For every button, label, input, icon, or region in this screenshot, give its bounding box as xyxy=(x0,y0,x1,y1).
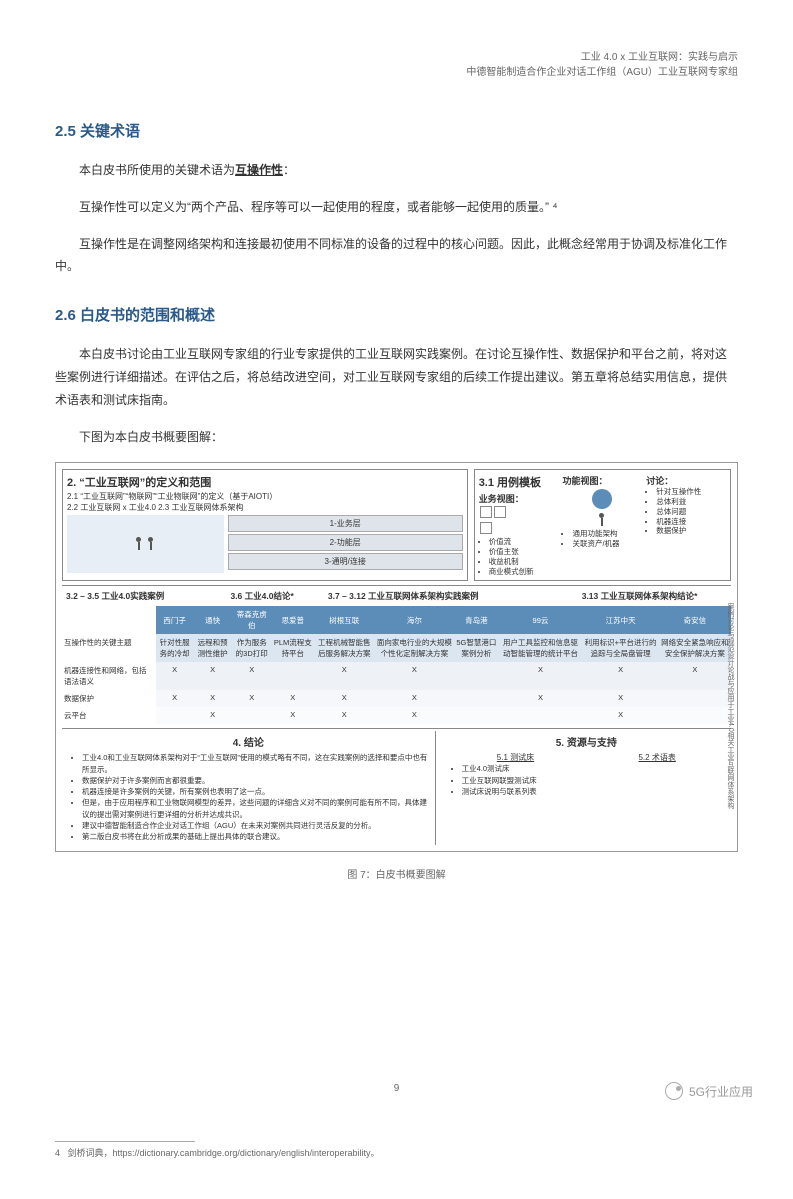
case-matrix-table: 西门子 通快 蒂森克虏伯 思爱普 树根互联 海尔 青岛港 99云 江苏中天 奇安… xyxy=(62,606,731,724)
diagram-venn-icon xyxy=(67,515,224,573)
footnote: 4 剑桥词典，https://dictionary.cambridge.org/… xyxy=(55,1146,738,1159)
para-26-1: 本白皮书讨论由工业互联网专家组的行业专家提供的工业互联网实践案例。在讨论互操作性… xyxy=(55,343,738,411)
person-icon xyxy=(596,513,608,527)
para-25-2: 互操作性可以定义为“两个产品、程序等可以一起使用的程度，或者能够一起使用的质量。… xyxy=(55,196,738,219)
node-icon xyxy=(592,489,612,509)
heading-2-6: 2.6 白皮书的范围和概述 xyxy=(55,304,738,325)
diagram-box-3: 3.1 用例模板 业务视图： 价值流 价值主张 收益机制 商业模式创新 功能视图… xyxy=(474,469,731,581)
layer-bar: 1-业务层 xyxy=(228,515,463,532)
side-note: 案例讨论与规范设计论战与应用于工业4.0相关工业互联网体系架构 xyxy=(725,603,735,809)
diagram-box-4: 4. 结论 工业4.0和工业互联网体系架构对于“工业互联网”使用的模式略有不同，… xyxy=(62,731,436,845)
figure-caption: 图 7：白皮书概要图解 xyxy=(55,866,738,881)
watermark: 5G行业应用 xyxy=(665,1082,753,1100)
diagram-box-5: 5. 资源与支持 5.1 测试床 工业4.0测试床 工业互联网联盟测试床 测试床… xyxy=(442,731,731,845)
para-25-1: 本白皮书所使用的关键术语为互操作性： xyxy=(55,159,738,182)
footnote-rule xyxy=(55,1141,195,1142)
layer-bar: 3-通明/连接 xyxy=(228,553,463,570)
table-row: 机器连接性和网络，包括语法语义 XXXXXXXX xyxy=(62,662,731,690)
heading-2-5: 2.5 关键术语 xyxy=(55,120,738,141)
para-25-3: 互操作性是在调整网络架构和连接最初使用不同标准的设备的过程中的核心问题。因此，此… xyxy=(55,233,738,279)
table-row: 互操作性的关键主题 针对性服务的冷却远程和预测性维护作为服务的3D打印PLM流程… xyxy=(62,634,731,662)
wechat-icon xyxy=(665,1082,683,1100)
page-header: 工业 4.0 x 工业互联网：实践与启示 中德智能制造合作企业对话工作组（AGU… xyxy=(55,50,738,80)
overview-diagram: 2. “工业互联网”的定义和范围 2.1 “工业互联网”“物联网”“工业物联网”… xyxy=(55,462,738,852)
key-term: 互操作性 xyxy=(235,163,283,177)
header-line-2: 中德智能制造合作企业对话工作组（AGU）工业互联网专家组 xyxy=(55,65,738,80)
header-line-1: 工业 4.0 x 工业互联网：实践与启示 xyxy=(55,50,738,65)
layer-bar: 2-功能层 xyxy=(228,534,463,551)
table-row: 数据保护 XXXXXXXX xyxy=(62,690,731,707)
table-header-row: 西门子 通快 蒂森克虏伯 思爱普 树根互联 海尔 青岛港 99云 江苏中天 奇安… xyxy=(62,606,731,634)
matrix-section-headers: 3.2 – 3.5 工业4.0实践案例 3.6 工业4.0结论* 3.7 – 3… xyxy=(62,585,731,604)
diagram-box-2: 2. “工业互联网”的定义和范围 2.1 “工业互联网”“物联网”“工业物联网”… xyxy=(62,469,468,581)
table-row: 云平台 XXXXX xyxy=(62,707,731,724)
para-26-2: 下图为本白皮书概要图解： xyxy=(55,426,738,449)
